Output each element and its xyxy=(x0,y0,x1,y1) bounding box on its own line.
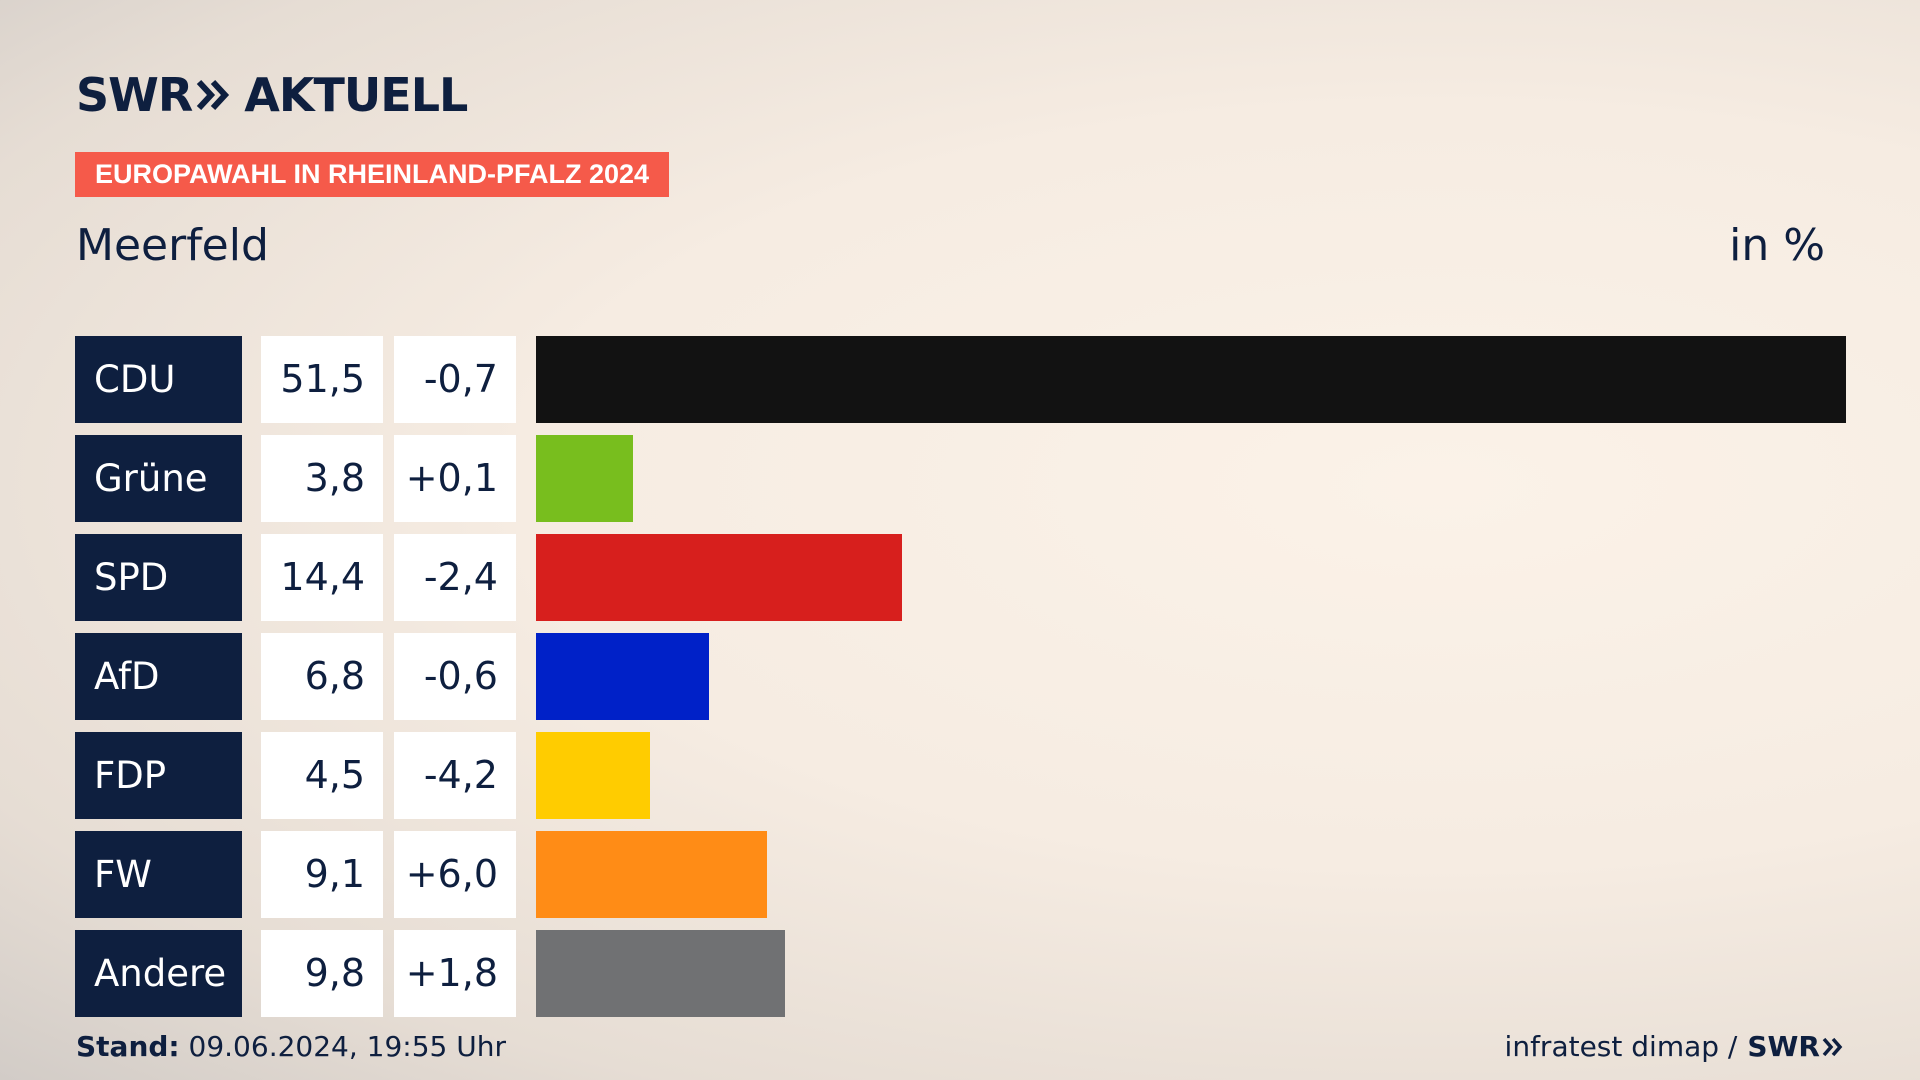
diff-label: +0,1 xyxy=(394,435,516,522)
diff-label: -4,2 xyxy=(394,732,516,819)
value-label: 4,5 xyxy=(261,732,383,819)
election-tag: EUROPAWAHL IN RHEINLAND-PFALZ 2024 xyxy=(75,152,670,197)
result-bar xyxy=(536,534,902,621)
source-brand-text: SWR xyxy=(1747,1030,1820,1063)
source-brand: SWR xyxy=(1747,1030,1844,1063)
value-label: 3,8 xyxy=(261,435,383,522)
result-bar xyxy=(536,336,1846,423)
double-chevron-icon xyxy=(1822,1037,1843,1056)
value-label: 6,8 xyxy=(261,633,383,720)
unit-label: in % xyxy=(1729,220,1825,271)
diff-label: +6,0 xyxy=(394,831,516,918)
result-row: Grüne 3,8 +0,1 xyxy=(75,435,1846,522)
party-label: Grüne xyxy=(75,435,242,522)
source-text: infratest dimap / xyxy=(1504,1030,1738,1063)
party-label: CDU xyxy=(75,336,242,423)
result-row: SPD 14,4 -2,4 xyxy=(75,534,1846,621)
diff-label: -2,4 xyxy=(394,534,516,621)
source-credit: infratest dimap / SWR xyxy=(1505,1030,1844,1063)
brand-aktuell: AKTUELL xyxy=(244,68,468,122)
result-row: FW 9,1 +6,0 xyxy=(75,831,1846,918)
result-row: AfD 6,8 -0,6 xyxy=(75,633,1846,720)
result-row: CDU 51,5 -0,7 xyxy=(75,336,1846,423)
chart-title: Meerfeld xyxy=(76,220,269,271)
party-label: FDP xyxy=(75,732,242,819)
result-row: FDP 4,5 -4,2 xyxy=(75,732,1846,819)
result-bar xyxy=(536,732,650,819)
stand-label: Stand: xyxy=(76,1030,180,1063)
value-label: 9,8 xyxy=(261,930,383,1017)
party-label: SPD xyxy=(75,534,242,621)
timestamp: Stand: 09.06.2024, 19:55 Uhr xyxy=(76,1030,506,1063)
result-bar xyxy=(536,435,633,522)
double-chevron-icon xyxy=(196,79,230,111)
value-label: 9,1 xyxy=(261,831,383,918)
result-bar xyxy=(536,930,785,1017)
diff-label: +1,8 xyxy=(394,930,516,1017)
brand-swr: SWR xyxy=(76,68,193,122)
result-row: Andere 9,8 +1,8 xyxy=(75,930,1846,1017)
value-label: 14,4 xyxy=(261,534,383,621)
value-label: 51,5 xyxy=(261,336,383,423)
party-label: AfD xyxy=(75,633,242,720)
diff-label: -0,6 xyxy=(394,633,516,720)
diff-label: -0,7 xyxy=(394,336,516,423)
brand-logo: SWR AKTUELL xyxy=(76,68,468,122)
result-bar xyxy=(536,633,709,720)
party-label: Andere xyxy=(75,930,242,1017)
result-bar xyxy=(536,831,767,918)
stand-value: 09.06.2024, 19:55 Uhr xyxy=(188,1030,506,1063)
party-label: FW xyxy=(75,831,242,918)
